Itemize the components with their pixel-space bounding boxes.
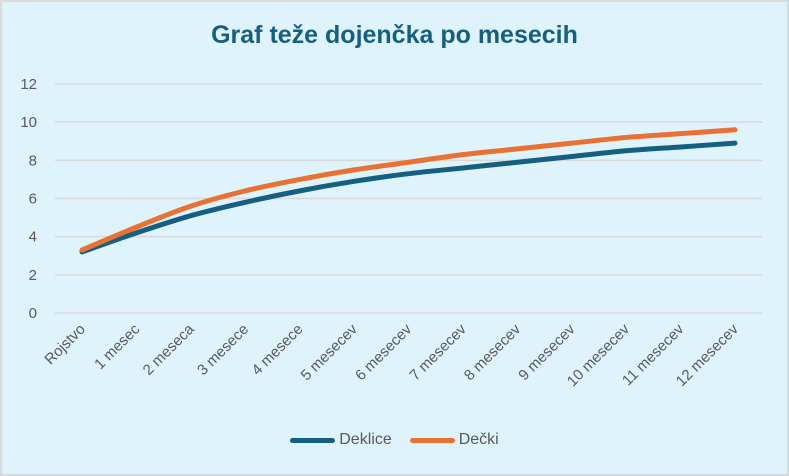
x-tick-label: 5 mesecev bbox=[298, 320, 362, 384]
series-line-decki[interactable] bbox=[79, 127, 738, 253]
y-tick-label: 4 bbox=[29, 229, 37, 246]
x-tick-label: 3 mesece bbox=[194, 321, 252, 379]
x-tick-label: 2 meseca bbox=[140, 320, 198, 378]
series-line-deklice[interactable] bbox=[79, 140, 738, 255]
x-tick-label: 6 mesecev bbox=[352, 320, 416, 384]
y-tick-label: 6 bbox=[29, 191, 37, 208]
y-tick-label: 0 bbox=[29, 305, 37, 322]
legend-label-deklice: Deklice bbox=[339, 431, 392, 448]
legend-swatch-deklice bbox=[290, 437, 336, 443]
y-axis-ticks: 0 2 4 6 8 10 12 bbox=[20, 76, 37, 322]
y-tick-label: 10 bbox=[20, 114, 37, 131]
y-tick-label: 12 bbox=[20, 76, 37, 93]
y-tick-label: 8 bbox=[29, 152, 37, 169]
legend-swatch-decki bbox=[409, 437, 455, 443]
chart-title: Graf teže dojenčka po mesecih bbox=[211, 21, 578, 49]
x-tick-label: 4 mesece bbox=[248, 321, 306, 379]
legend: Deklice Dečki bbox=[0, 431, 789, 449]
x-tick-label: 8 mesecev bbox=[461, 320, 525, 384]
gridlines bbox=[55, 83, 762, 314]
x-tick-label: 7 mesecev bbox=[406, 320, 470, 384]
legend-label-decki: Dečki bbox=[458, 431, 499, 448]
x-tick-label: Rojstvo bbox=[41, 321, 88, 368]
data-series bbox=[79, 127, 738, 255]
legend-item-decki[interactable]: Dečki bbox=[409, 431, 499, 449]
legend-item-deklice[interactable]: Deklice bbox=[290, 431, 392, 449]
y-tick-label: 2 bbox=[29, 267, 37, 284]
x-tick-label: 1 mesec bbox=[91, 320, 143, 372]
